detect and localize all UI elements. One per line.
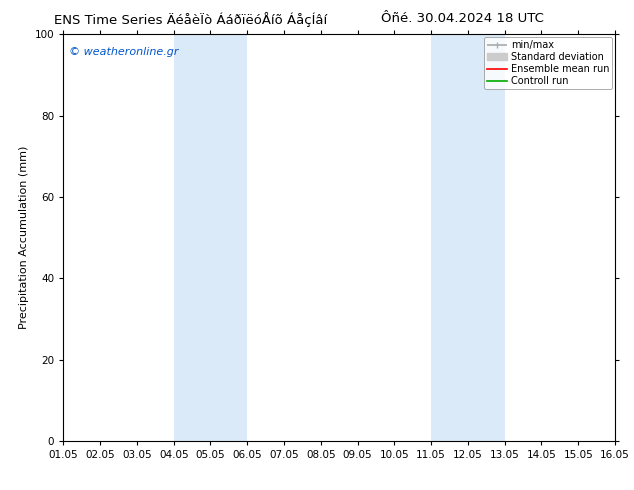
Bar: [174, 34, 247, 441]
Bar: [431, 34, 505, 441]
Text: © weatheronline.gr: © weatheronline.gr: [69, 47, 178, 56]
Legend: min/max, Standard deviation, Ensemble mean run, Controll run: min/max, Standard deviation, Ensemble me…: [484, 37, 612, 89]
Text: ENS Time Series ÄéåèÏò ÁáðïëóÅíõ ÁåçÍâí: ENS Time Series ÄéåèÏò ÁáðïëóÅíõ ÁåçÍâí: [54, 12, 327, 27]
Y-axis label: Precipitation Accumulation (mm): Precipitation Accumulation (mm): [19, 146, 29, 329]
Text: Ôñé. 30.04.2024 18 UTC: Ôñé. 30.04.2024 18 UTC: [382, 12, 544, 25]
